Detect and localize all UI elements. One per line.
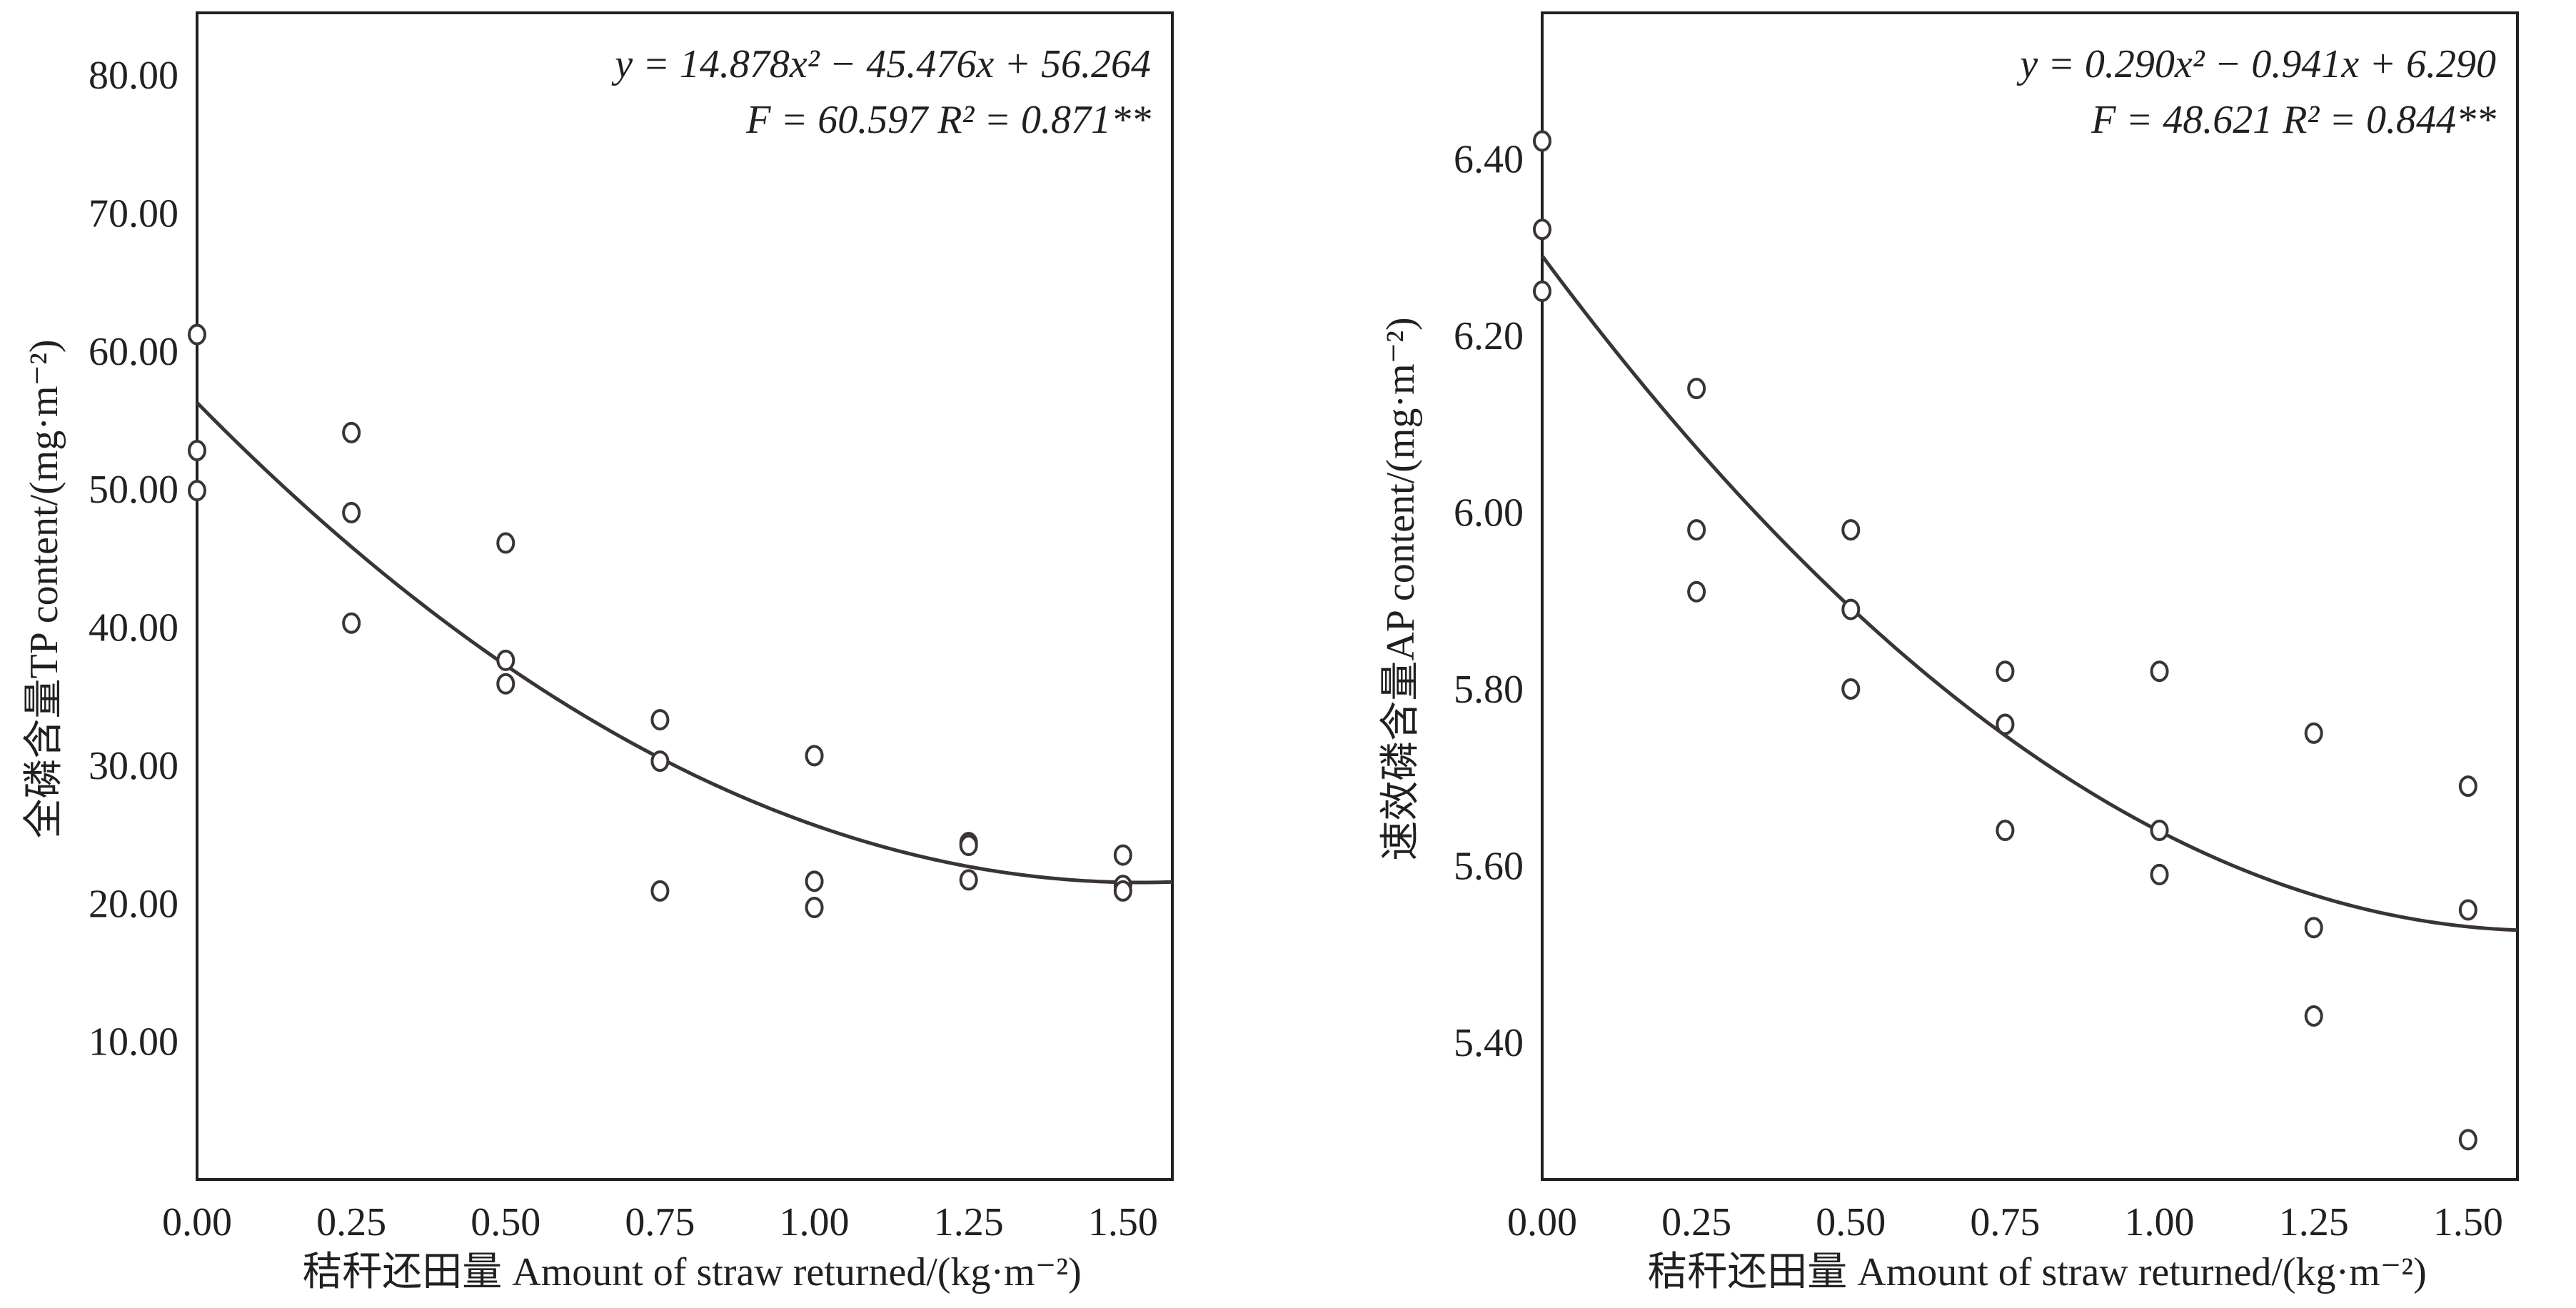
- data-point: [959, 869, 978, 891]
- x-tick-label: 0.75: [625, 1200, 695, 1244]
- data-point: [1841, 598, 1861, 620]
- fit-curve: [1540, 254, 2518, 932]
- data-point: [1687, 519, 1706, 541]
- y-tick-label: 70.00: [89, 191, 178, 236]
- x-tick-labels: 0.00 0.25 0.50 0.75 1.00 1.25 1.50: [162, 1200, 1158, 1244]
- y-tick-label: 5.40: [1454, 1021, 1524, 1065]
- x-tick-label: 1.50: [2433, 1200, 2503, 1244]
- y-tick-labels: 5.40 5.60 5.80 6.00 6.20 6.40: [1454, 137, 1524, 1065]
- data-point: [2304, 722, 2323, 744]
- fit-curve: [196, 401, 1173, 885]
- y-tick-label: 60.00: [89, 330, 178, 374]
- data-point: [2458, 899, 2477, 921]
- x-tick-label: 1.25: [934, 1200, 1004, 1244]
- x-tick-label: 1.25: [2279, 1200, 2349, 1244]
- data-point: [1996, 660, 2015, 683]
- regression-equation: y = 0.290x² − 0.941x + 6.290: [2016, 42, 2496, 86]
- data-point: [805, 870, 824, 892]
- x-tick-label: 0.75: [1970, 1200, 2040, 1244]
- x-tick-label: 0.50: [471, 1200, 540, 1244]
- data-point: [650, 750, 670, 773]
- data-point: [2304, 1005, 2323, 1027]
- y-tick-label: 40.00: [89, 606, 178, 650]
- data-point: [959, 835, 978, 857]
- data-point: [2304, 917, 2323, 939]
- data-point: [188, 480, 206, 502]
- x-tick-label: 1.50: [1088, 1200, 1158, 1244]
- data-points: [188, 323, 1132, 919]
- data-point: [805, 745, 824, 767]
- y-tick-label: 20.00: [89, 882, 178, 926]
- x-tick-label: 0.25: [1661, 1200, 1731, 1244]
- regression-stats: F = 60.597 R² = 0.871**: [745, 98, 1151, 142]
- y-tick-label: 80.00: [89, 54, 178, 98]
- data-point: [1113, 844, 1132, 866]
- y-tick-label: 5.60: [1454, 845, 1524, 889]
- data-point: [1687, 378, 1706, 400]
- y-tick-label: 10.00: [89, 1020, 178, 1065]
- x-axis-title: 秸秆还田量 Amount of straw returned/(kg·m⁻²): [1647, 1250, 2426, 1294]
- x-tick-label: 0.00: [1507, 1200, 1577, 1244]
- plot-frame: [1541, 11, 2519, 1181]
- data-point: [2150, 660, 2169, 683]
- x-tick-label: 0.25: [316, 1200, 386, 1244]
- data-point: [342, 612, 361, 634]
- regression-stats: F = 48.621 R² = 0.844**: [2091, 98, 2496, 142]
- data-points: [1533, 130, 2477, 1151]
- data-point: [2458, 1129, 2477, 1151]
- y-axis-title: 速效磷含量AP content/(mg·m⁻²): [1379, 317, 1423, 860]
- data-point: [1841, 519, 1861, 541]
- x-tick-labels: 0.00 0.25 0.50 0.75 1.00 1.25 1.50: [1507, 1200, 2503, 1244]
- data-point: [1996, 820, 2015, 842]
- data-point: [1996, 713, 2015, 735]
- data-point: [188, 439, 206, 461]
- chart-ap: 0.00 0.25 0.50 0.75 1.00 1.25 1.50 5.40 5.60 5.8…: [1379, 11, 2519, 1294]
- data-point: [496, 649, 515, 671]
- data-point: [1533, 280, 1551, 302]
- x-tick-label: 0.00: [162, 1200, 232, 1244]
- y-tick-labels: 10.00 20.00 30.00 40.00 50.00 60.00 70.00 80.00: [89, 54, 178, 1065]
- data-point: [1113, 880, 1132, 902]
- x-tick-label: 1.00: [2125, 1200, 2195, 1244]
- data-point: [2150, 863, 2169, 885]
- y-tick-label: 6.40: [1454, 137, 1524, 181]
- y-tick-label: 5.80: [1454, 668, 1524, 712]
- data-point: [188, 323, 206, 346]
- data-point: [805, 897, 824, 919]
- data-point: [650, 880, 670, 902]
- data-point: [2458, 775, 2477, 798]
- regression-equation: y = 14.878x² − 45.476x + 56.264: [611, 42, 1151, 86]
- data-point: [1533, 130, 1551, 152]
- data-point: [2150, 820, 2169, 842]
- chart-tp: 0.00 0.25 0.50 0.75 1.00 1.25 1.50 10.00 20.00 3…: [22, 11, 1174, 1294]
- data-point: [342, 421, 361, 443]
- x-tick-label: 1.00: [780, 1200, 850, 1244]
- y-tick-label: 50.00: [89, 468, 178, 512]
- data-point: [650, 709, 670, 731]
- data-point: [496, 532, 515, 554]
- plot-frame: [196, 11, 1174, 1181]
- data-point: [1841, 678, 1861, 700]
- y-tick-label: 6.00: [1454, 491, 1524, 535]
- data-point: [1533, 218, 1551, 241]
- data-point: [1687, 580, 1706, 603]
- y-axis-title: 全磷含量TP content/(mg·m⁻²): [22, 339, 66, 838]
- y-tick-label: 30.00: [89, 744, 178, 788]
- x-tick-label: 0.50: [1816, 1200, 1886, 1244]
- y-tick-label: 6.20: [1454, 314, 1524, 358]
- data-point: [496, 673, 515, 695]
- x-axis-title: 秸秆还田量 Amount of straw returned/(kg·m⁻²): [302, 1250, 1081, 1294]
- data-point: [342, 502, 361, 524]
